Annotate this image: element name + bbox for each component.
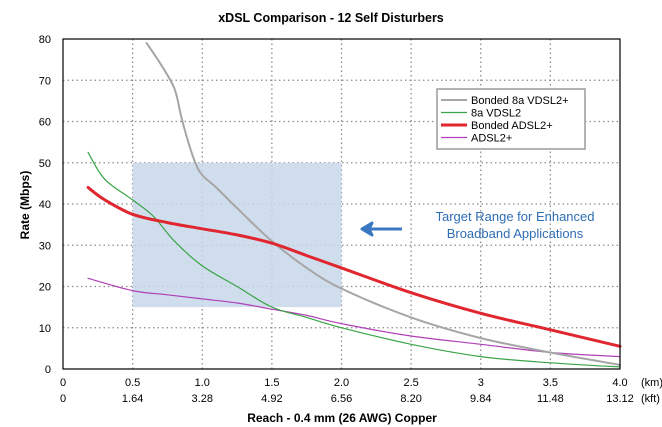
target-range-annotation: Target Range for Enhanced Broadband Appl… bbox=[360, 209, 595, 241]
x-tick-labels: 0 0 0.5 1.64 1.0 3.28 1.5 4.92 2.0 6.56 2.5 8.20 3 9.… bbox=[60, 377, 634, 405]
x-tick-label-kft: 1.64 bbox=[122, 393, 143, 405]
plot-frame bbox=[62, 38, 621, 370]
chart-title: xDSL Comparison - 12 Self Disturbers bbox=[218, 11, 444, 25]
series-line-1: 8a VDSL2 bbox=[87, 151, 621, 368]
x-tick-label-km: 3 bbox=[478, 377, 484, 389]
x-tick-label-km: 0.5 bbox=[125, 377, 140, 389]
x-tick-label-km: 3.5 bbox=[543, 377, 558, 389]
x-unit-km: (km) bbox=[641, 377, 662, 389]
y-tick-label: 20 bbox=[39, 282, 51, 294]
y-tick-label: 50 bbox=[39, 158, 51, 170]
legend-label: 8a VDSL2 bbox=[471, 108, 521, 120]
annotation-line-1: Target Range for Enhanced bbox=[436, 209, 595, 224]
annotation-line-2: Broadband Applications bbox=[447, 226, 584, 241]
x-tick-label-km: 1.5 bbox=[264, 377, 279, 389]
y-tick-label: 80 bbox=[39, 34, 51, 46]
y-tick-label: 60 bbox=[39, 117, 51, 129]
x-tick-label-kft: 4.92 bbox=[261, 393, 282, 405]
y-tick-label: 30 bbox=[39, 240, 51, 252]
y-axis-title: Rate (Mbps) bbox=[18, 171, 32, 240]
x-tick-label-kft: 3.28 bbox=[192, 393, 213, 405]
x-tick-label-km: 0 bbox=[60, 377, 66, 389]
y-tick-label: 10 bbox=[39, 323, 51, 335]
series-line-2: Bonded ADSL2+ bbox=[86, 186, 622, 348]
x-tick-label-kft: 9.84 bbox=[470, 393, 491, 405]
series-line-0: Bonded 8a VDSL2+ bbox=[145, 42, 621, 366]
y-tick-label: 0 bbox=[45, 364, 51, 376]
series-line-3: ADSL2+ bbox=[87, 277, 621, 358]
y-tick-label: 70 bbox=[39, 75, 51, 87]
x-tick-label-kft: 8.20 bbox=[400, 393, 421, 405]
x-tick-label-km: 2.0 bbox=[334, 377, 349, 389]
y-tick-label: 40 bbox=[39, 199, 51, 211]
x-tick-label-km: 2.5 bbox=[403, 377, 418, 389]
x-tick-label-km: 1.0 bbox=[195, 377, 210, 389]
y-tick-labels: 0 10 20 30 40 50 60 70 80 bbox=[39, 34, 51, 376]
x-unit-kft: (kft) bbox=[641, 393, 660, 405]
x-axis-title: Reach - 0.4 mm (26 AWG) Copper bbox=[247, 411, 437, 425]
x-tick-label-kft: 0 bbox=[60, 393, 66, 405]
x-tick-label-kft: 6.56 bbox=[331, 393, 352, 405]
legend-label: Bonded ADSL2+ bbox=[471, 120, 553, 132]
x-tick-label-km: 4.0 bbox=[612, 377, 627, 389]
x-tick-label-kft: 11.48 bbox=[537, 393, 564, 405]
legend-label: Bonded 8a VDSL2+ bbox=[471, 95, 569, 107]
arrow-left-icon bbox=[360, 221, 402, 237]
legend-label: ADSL2+ bbox=[471, 133, 512, 145]
x-tick-label-kft: 13.12 bbox=[606, 393, 634, 405]
